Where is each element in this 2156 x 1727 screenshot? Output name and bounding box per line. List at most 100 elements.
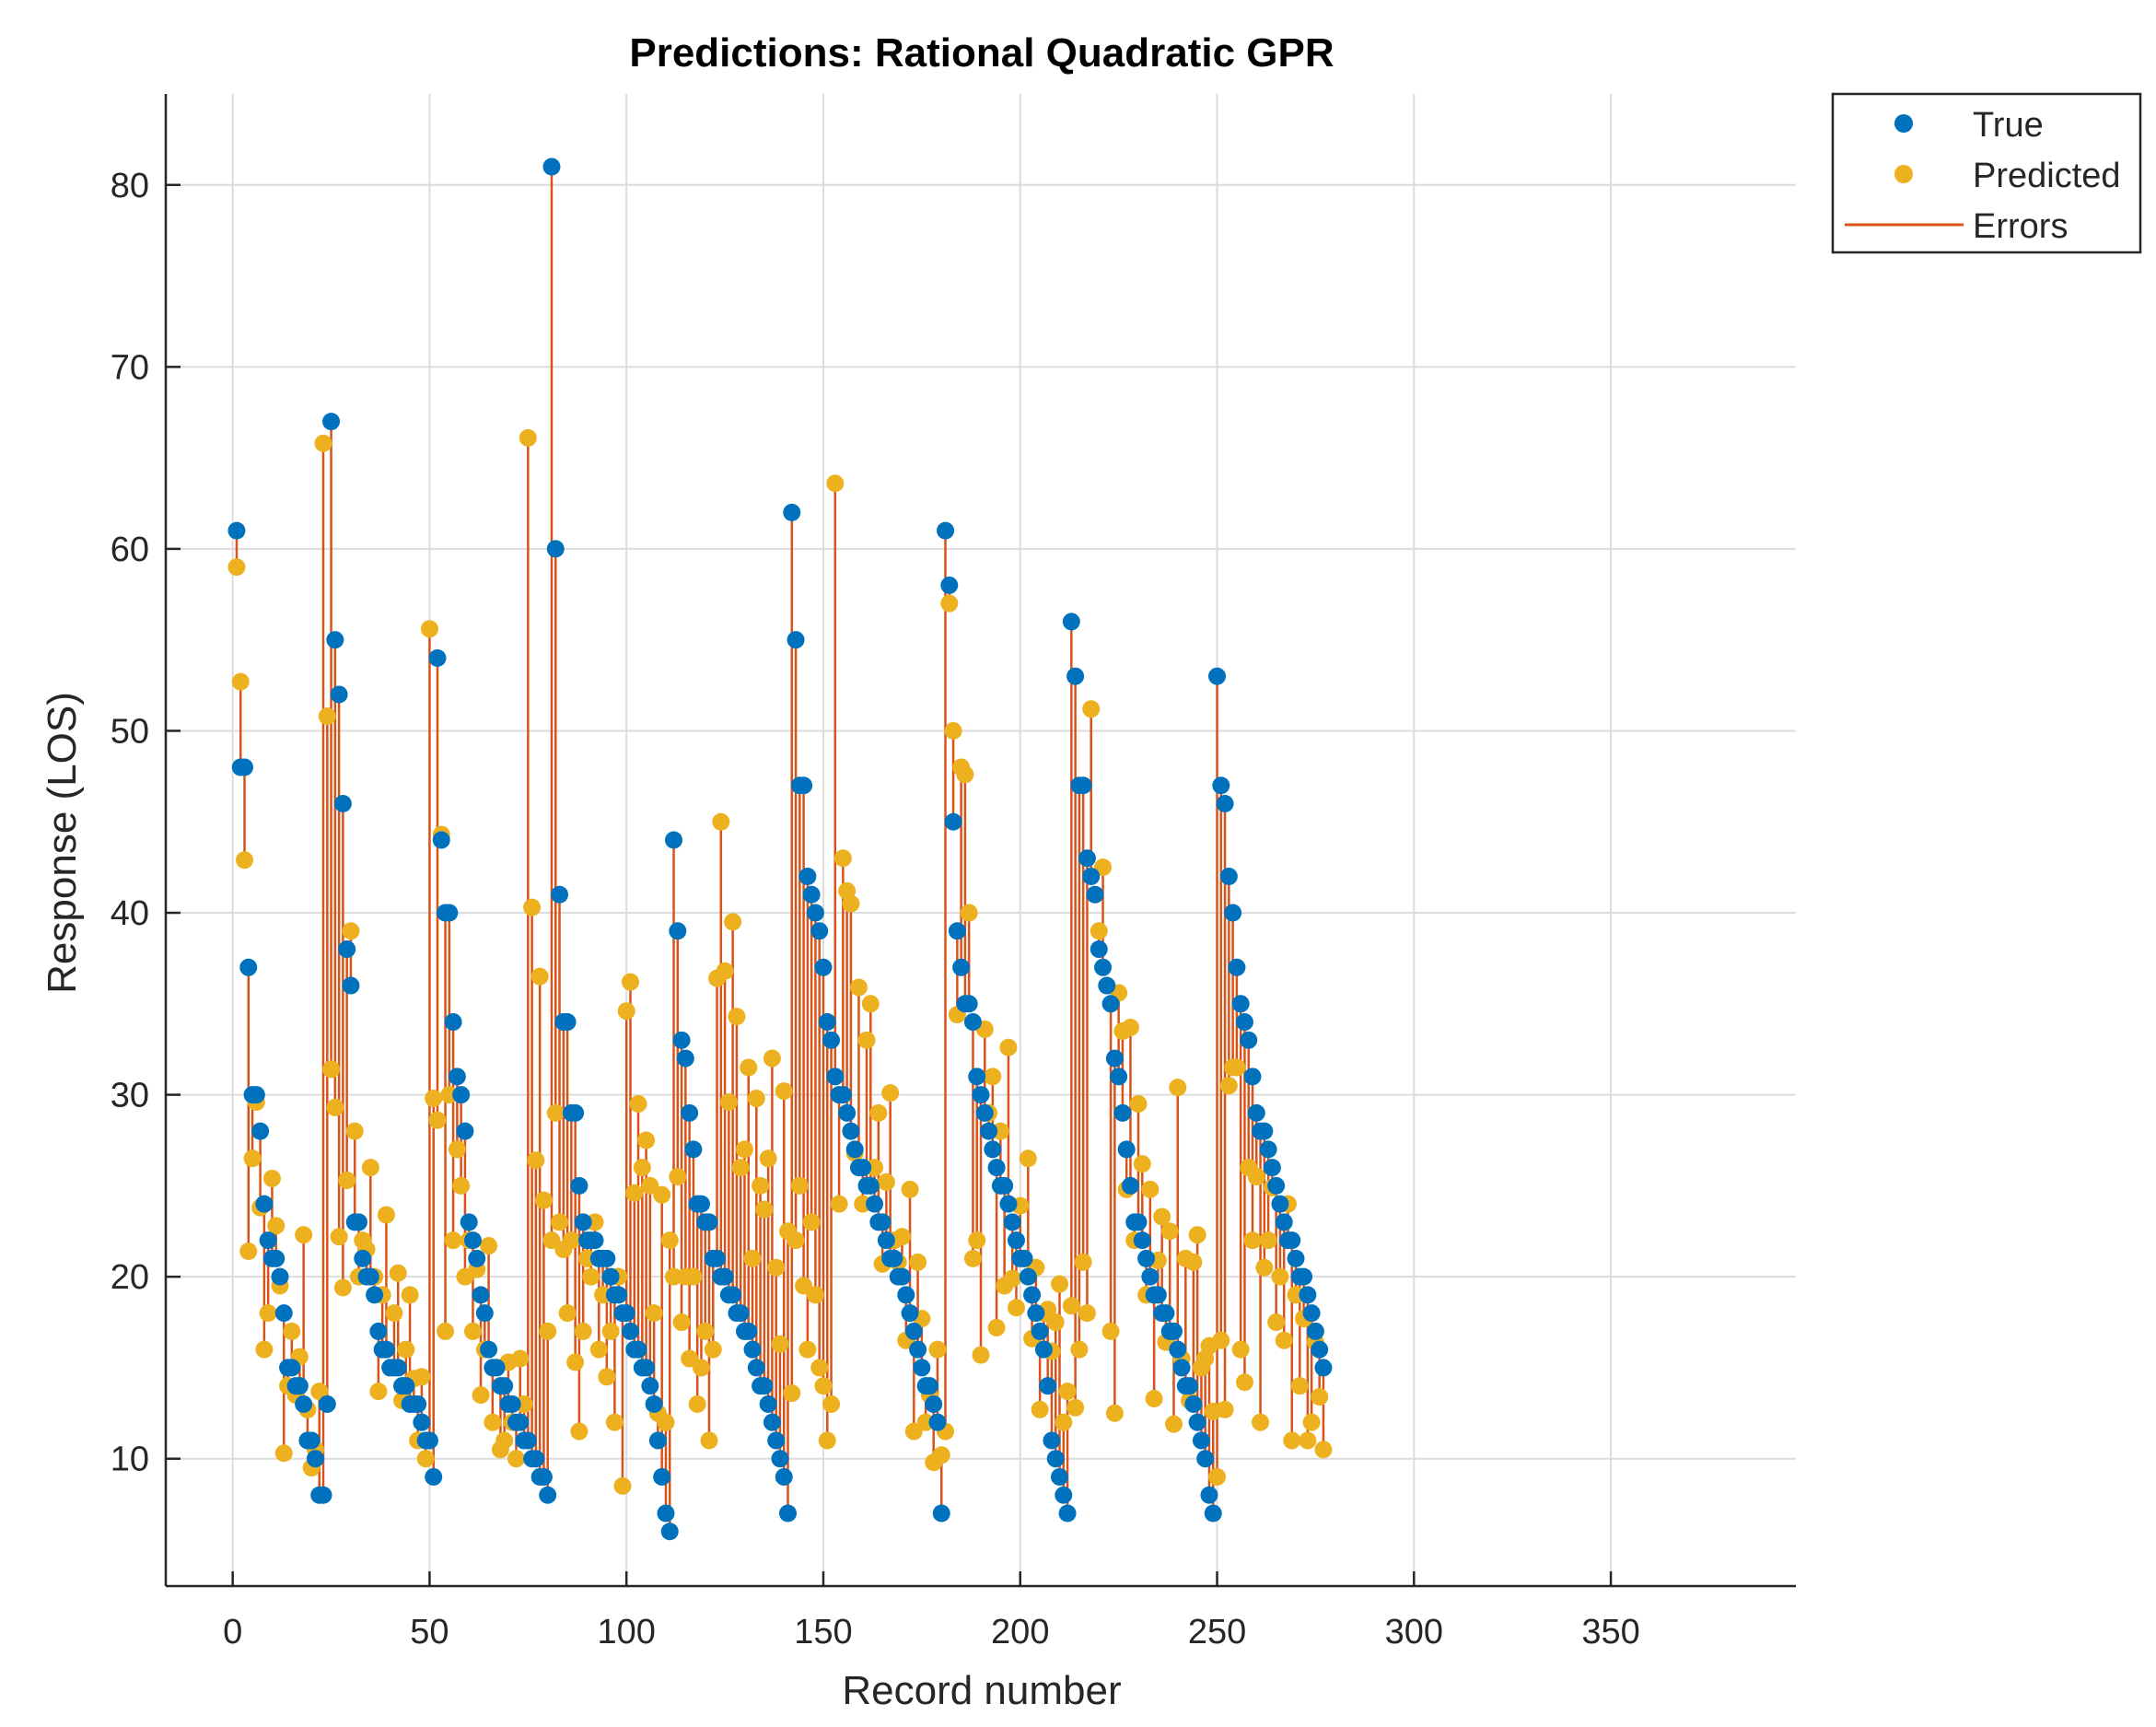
predicted-point (861, 995, 880, 1013)
predicted-point (1252, 1413, 1270, 1431)
true-point (1034, 1340, 1053, 1359)
predicted-point (523, 898, 542, 916)
x-tick-label: 250 (1188, 1613, 1246, 1651)
true-point (1302, 1304, 1321, 1323)
predicted-point (558, 1304, 577, 1323)
predicted-point (849, 978, 868, 997)
predicted-point (480, 1237, 498, 1255)
true-point (495, 1377, 514, 1395)
true-point (333, 794, 352, 812)
predicted-point (700, 1431, 718, 1450)
true-point (314, 1486, 332, 1504)
predicted-point (833, 849, 852, 868)
true-point (1129, 1213, 1148, 1231)
predicted-point (672, 1313, 691, 1332)
predicted-point (621, 973, 639, 991)
predicted-point (227, 558, 246, 577)
predicted-point (928, 1340, 947, 1359)
true-point (1204, 1504, 1222, 1523)
true-point (432, 831, 450, 849)
predicted-point (463, 1322, 482, 1340)
predicted-point (787, 1231, 805, 1250)
true-point (598, 1249, 616, 1267)
true-point (1267, 1176, 1286, 1195)
true-point (798, 868, 817, 886)
true-point (641, 1377, 659, 1395)
true-point (731, 1304, 750, 1323)
true-point (534, 1467, 553, 1486)
predicted-point (641, 1176, 659, 1195)
true-point (1141, 1267, 1160, 1286)
predicted-point (932, 1446, 950, 1464)
predicted-point (653, 1185, 671, 1204)
true-point (901, 1304, 919, 1323)
predicted-point (1003, 1269, 1021, 1288)
x-tick-label: 350 (1581, 1613, 1639, 1651)
true-point (511, 1413, 530, 1431)
true-point (1137, 1249, 1156, 1267)
predicted-point (1074, 1253, 1092, 1271)
predicted-point (1283, 1431, 1301, 1450)
predicted-point (574, 1322, 592, 1340)
true-point (1240, 1031, 1258, 1049)
predicted-point (1046, 1313, 1065, 1332)
true-point (472, 1286, 490, 1304)
true-point (960, 995, 978, 1013)
true-point (1046, 1450, 1065, 1468)
true-point (1062, 613, 1080, 631)
true-point (1311, 1340, 1329, 1359)
predicted-point (539, 1322, 557, 1340)
y-tick-label: 70 (111, 348, 149, 387)
predicted-point (239, 1242, 258, 1260)
predicted-point (795, 1277, 813, 1295)
true-point (290, 1377, 309, 1395)
true-point (546, 540, 565, 558)
true-point (1055, 1486, 1073, 1504)
true-point (937, 521, 955, 540)
predicted-point (420, 620, 438, 638)
true-point (724, 1286, 742, 1304)
true-point (425, 1467, 443, 1486)
true-point (783, 503, 801, 521)
predicted-point (566, 1353, 585, 1371)
true-point (444, 1013, 462, 1032)
true-point (653, 1467, 671, 1486)
true-point (366, 1286, 384, 1304)
predicted-point (818, 1431, 836, 1450)
true-point (740, 1322, 758, 1340)
predicted-point (519, 428, 537, 447)
predicted-point (318, 707, 336, 726)
predicted-point (731, 1159, 750, 1177)
true-point (1003, 1213, 1021, 1231)
predicted-point (511, 1349, 530, 1368)
true-point (617, 1304, 635, 1323)
true-point (487, 1359, 506, 1377)
true-point (1243, 1068, 1262, 1086)
true-point (1169, 1340, 1187, 1359)
true-point (1031, 1322, 1049, 1340)
predicted-point (295, 1226, 313, 1244)
legend-true-marker (1894, 114, 1913, 133)
true-point (681, 1103, 699, 1122)
predicted-point (1160, 1222, 1179, 1241)
predicted-point (633, 1159, 651, 1177)
predicted-point (1133, 1155, 1151, 1173)
predicted-point (1169, 1079, 1187, 1097)
true-point (1019, 1267, 1037, 1286)
predicted-point (1231, 1340, 1250, 1359)
predicted-point (810, 1359, 829, 1377)
true-point (338, 940, 356, 959)
true-point (763, 1413, 781, 1431)
true-point (1259, 1140, 1277, 1159)
true-point (271, 1267, 289, 1286)
predicted-point (1019, 1149, 1037, 1168)
legend-true-label: True (1973, 106, 2044, 145)
predicted-point (484, 1413, 502, 1431)
true-point (669, 922, 687, 940)
true-point (251, 1122, 270, 1140)
true-point (566, 1103, 585, 1122)
true-point (984, 1140, 1002, 1159)
predicted-point (1055, 1413, 1073, 1431)
predicted-point (530, 967, 549, 986)
true-point (274, 1304, 293, 1323)
